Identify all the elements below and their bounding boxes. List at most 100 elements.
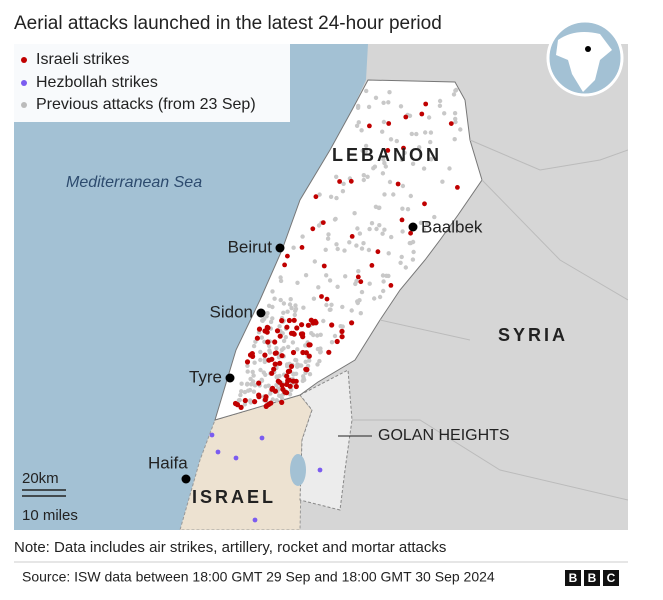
strike-dot [400,229,405,234]
strike-dot [419,111,425,117]
strike-dot [285,364,290,369]
strike-dot [295,362,300,367]
strike-dot [372,296,377,301]
logo-box [603,570,619,586]
strike-dot [364,88,369,94]
strike-dot [306,353,312,359]
strike-dot [358,279,364,285]
note: Note: Data includes air strikes, artille… [14,539,446,556]
strike-dot [245,363,250,368]
strike-dot [340,189,346,194]
strike-dot [305,322,311,328]
strike-dot [300,234,305,239]
strike-dot [279,399,285,405]
strike-dot [388,137,394,142]
strike-dot [382,160,387,166]
strike-dot [266,383,271,388]
strike-dot [451,92,457,97]
strike-dot [354,123,360,128]
strike-dot [387,90,392,95]
strike-dot [359,289,365,295]
strike-dot [423,101,429,107]
strike-dot [340,304,345,310]
strike-dot [277,360,283,366]
legend-label: Israeli strikes [36,51,129,68]
strike-dot [269,386,275,392]
strike-dot [349,234,355,239]
strike-dot [381,157,386,162]
strike-dot [266,343,272,349]
sea-of-galilee [290,454,306,486]
strike-dot [306,342,312,348]
strike-dot [355,274,361,280]
strike-dot [381,279,386,284]
strike-dot [382,227,387,232]
strike-dot [332,217,338,222]
city-label: Sidon [210,302,253,321]
strike-dot [278,278,284,284]
country-label: SYRIA [498,325,568,345]
strike-dot [303,350,309,356]
logo-box [584,570,600,586]
strike-dot [274,398,279,403]
strike-dot [301,305,306,310]
strike-dot [303,359,308,364]
strike-dot [361,173,366,178]
strike-dot [388,283,394,288]
strike-dot [252,399,258,405]
strike-dot [311,332,316,338]
strike-dot [369,263,375,268]
strike-dot [391,192,396,197]
strike-dot [275,378,281,384]
strike-dots [209,87,463,523]
strike-dot [307,372,313,377]
strike-dot [448,121,454,126]
strike-dot [287,302,293,307]
strike-dot [328,194,334,199]
strike-dot [277,393,282,398]
strike-dot [394,138,399,144]
strike-dot [335,284,340,289]
strike-dot [399,157,405,162]
strike-dot [251,389,257,394]
strike-dot [293,383,299,390]
strike-dot [367,281,372,286]
strike-dot [329,322,335,328]
strike-dot [458,127,463,132]
strike-dot [428,130,434,135]
strike-dot [264,324,270,330]
strike-dot [256,380,262,386]
strike-dot [321,263,327,269]
strike-dot [262,357,267,362]
strike-dot [386,273,391,279]
country-label: ISRAEL [192,487,276,507]
strike-dot [432,214,437,220]
strike-dot [318,332,323,337]
strike-dot [256,326,263,332]
strike-dot [455,185,460,190]
strike-dot [286,377,292,383]
strike-dot [254,335,260,341]
strike-dot [323,247,328,252]
strike-dot [237,397,242,403]
strike-dot [381,100,386,106]
strike-dot [272,339,278,345]
strike-dot [399,217,405,223]
strike-dot [290,349,297,356]
strike-dot [380,231,385,236]
strike-dot [373,204,379,209]
strike-dot [244,359,251,365]
strike-dot [327,278,333,283]
strike-dot [299,245,305,250]
strike-dot [380,129,385,134]
strike-dot [349,320,355,326]
strike-dot [242,389,248,395]
title: Aerial attacks launched in the latest 24… [14,13,442,34]
strike-dot [372,164,378,169]
strike-dot [342,248,347,253]
strike-dot [386,121,392,126]
strike-dot [286,317,292,324]
strike-dot [316,223,322,228]
strike-dot [279,318,285,324]
